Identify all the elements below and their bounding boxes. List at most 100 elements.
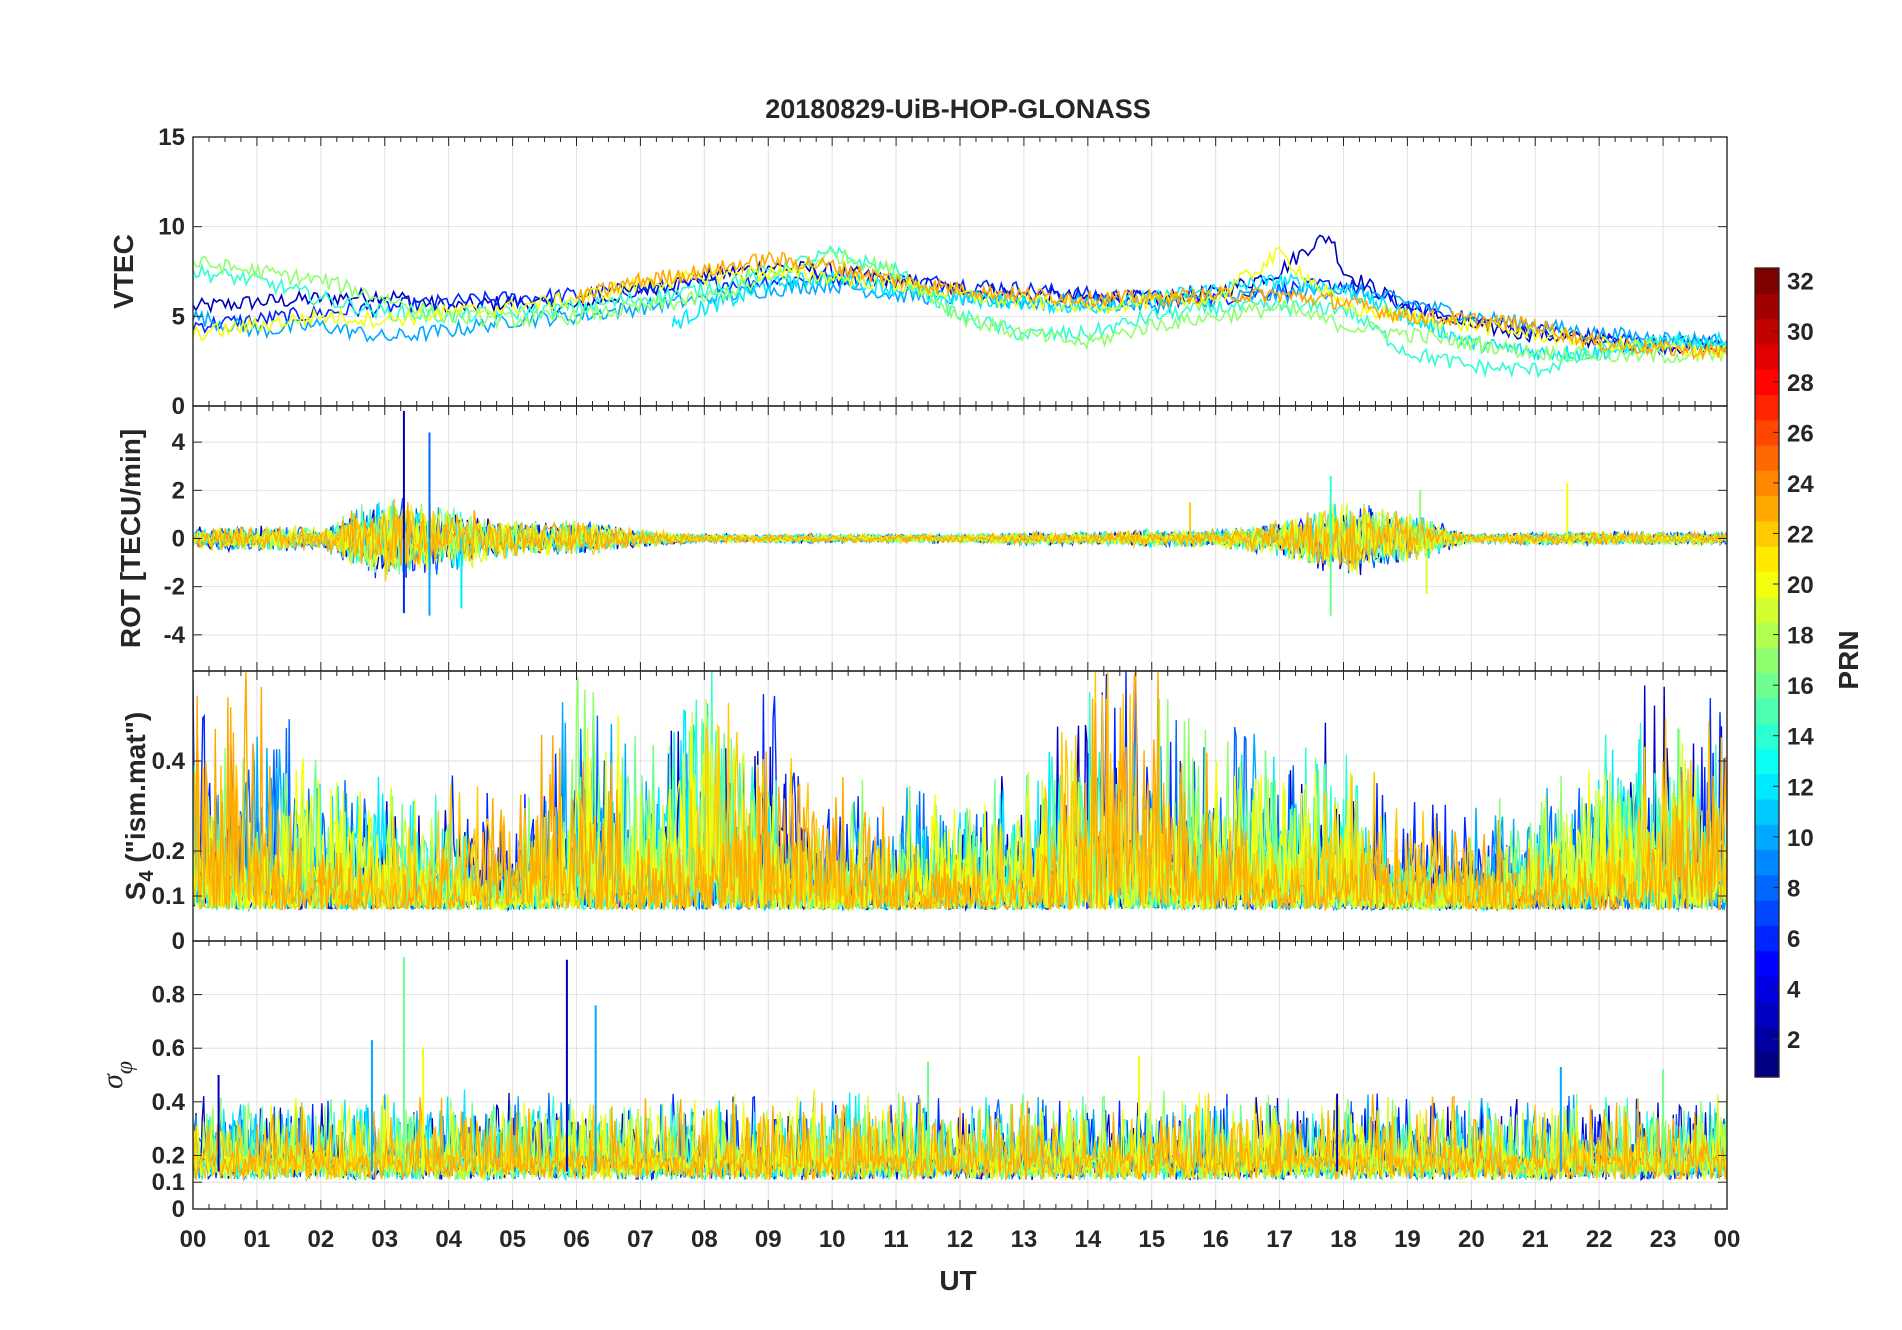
vtec-line-prn-23 [575,250,1727,361]
x-tick-label: 01 [244,1226,271,1253]
colorbar-segment [1755,293,1779,320]
colorbar-tick-label: 18 [1787,623,1814,650]
y-tick-label-s4: 0.2 [152,838,185,865]
colorbar-segment [1755,1051,1779,1078]
x-tick-label: 05 [499,1226,526,1253]
x-tick-label: 17 [1266,1226,1293,1253]
x-tick-label: 19 [1394,1226,1421,1253]
y-axis-label-sigma: σφ [96,1061,138,1089]
plot-area-rot [193,410,1727,616]
y-tick-label-s4: 0.1 [152,883,185,910]
colorbar-segment [1755,798,1779,825]
y-tick-label-sigma: 0.4 [152,1089,186,1116]
x-tick-label: 21 [1522,1226,1549,1253]
x-tick-label: 13 [1011,1226,1038,1253]
colorbar-label: PRN [1833,630,1864,689]
colorbar-segment [1755,546,1779,572]
y-tick-label-s4: 0.4 [152,748,186,775]
colorbar-segment [1755,394,1779,421]
colorbar-segment [1755,849,1779,876]
y-tick-label-sigma: 0.6 [152,1035,185,1062]
y-axis-label-s4: S4 ("ism.mat") [120,712,158,901]
vtec-line-prn-14 [193,245,1727,379]
colorbar-tick-label: 24 [1787,471,1814,498]
y-axis-label-vtec: VTEC [108,234,139,309]
y-tick-label-rot: 4 [172,429,186,456]
colorbar-tick-label: 10 [1787,825,1814,852]
y-axis-label-rot: ROT [TECU/min] [115,429,146,648]
x-tick-label: 08 [691,1226,718,1253]
x-tick-label: 04 [435,1226,462,1253]
y-tick-label-rot: -4 [164,622,186,649]
colorbar-tick-label: 6 [1787,926,1800,953]
y-tick-label-vtec: 10 [158,214,185,241]
x-tick-label: 03 [371,1226,398,1253]
x-tick-label: 11 [883,1226,908,1253]
x-tick-label: 00 [1714,1226,1741,1253]
plot-area-s4 [193,671,1727,913]
colorbar-tick-label: 30 [1787,319,1814,346]
y-tick-label-rot: 0 [172,526,185,553]
colorbar-tick-label: 22 [1787,521,1814,548]
y-tick-label-rot: 2 [172,477,185,504]
y-tick-label-sigma: 0.1 [152,1169,185,1196]
panel-rot: -4 -2 0 2 4 ROT [TECU/min] [115,405,1728,672]
x-tick-label: 02 [307,1226,334,1253]
colorbar-tick-label: 16 [1787,673,1814,700]
y-tick-label-s4: 0 [172,928,185,955]
x-tick-label: 23 [1650,1226,1677,1253]
y-tick-label-rot: -2 [164,574,185,601]
plot-area-sigma [193,957,1727,1183]
panel-vtec: 0 5 10 15 VTEC [108,124,1728,420]
colorbar-segment [1755,748,1779,775]
colorbar-segment [1755,343,1779,370]
colorbar-segment [1755,697,1779,724]
colorbar-tick-label: 32 [1787,269,1814,296]
x-tick-label: 16 [1202,1226,1229,1253]
y-tick-label-sigma: 0.8 [152,982,185,1009]
colorbar-tick-label: 14 [1787,724,1814,751]
colorbar-tick-label: 12 [1787,774,1814,801]
x-tick-label: 15 [1138,1226,1165,1253]
colorbar-segment [1755,647,1779,674]
rot-line-prn-23 [193,498,1727,571]
x-tick-label: 10 [819,1226,846,1253]
x-tick-label: 14 [1074,1226,1101,1253]
x-tick-label: 12 [947,1226,974,1253]
vtec-line-prn-3 [193,234,1727,356]
colorbar-segment [1755,1001,1779,1028]
s4-line-prn-22 [193,671,1727,912]
y-tick-label-vtec: 0 [172,393,185,420]
colorbar-segment [1755,900,1779,926]
colorbar-segment [1755,950,1779,977]
colorbar-tick-label: 2 [1787,1027,1800,1054]
x-tick-label: 07 [627,1226,654,1253]
colorbar-segment [1755,596,1779,623]
x-tick-label: 22 [1586,1226,1613,1253]
colorbar-frame [1754,267,1780,1078]
plot-area-vtec [193,234,1727,379]
y-tick-label-sigma: 0 [172,1196,185,1223]
colorbar-tick-label: 4 [1787,977,1801,1004]
x-tick-label: 06 [563,1226,590,1253]
x-tick-label: 18 [1330,1226,1357,1253]
colorbar-tick-label: 28 [1787,370,1814,397]
x-axis-label: UT [939,1265,976,1296]
s4-line-prn-23 [193,671,1727,912]
colorbar-tick-label: 26 [1787,420,1814,447]
x-tick-label: 20 [1458,1226,1485,1253]
vtec-line-prn-17 [193,248,1727,365]
x-axis: 00 01 02 03 04 05 06 07 08 09 10 11 12 13 14 15 16 17 18 19… [180,1226,1741,1253]
panel-sigma: 00.10.2 0.4 0.6 0.8 σφ [96,940,1728,1223]
chart-title: 20180829-UiB-HOP-GLONASS [765,94,1151,124]
y-tick-label-vtec: 5 [172,303,185,330]
colorbar-tick-label: 20 [1787,572,1814,599]
y-tick-label-sigma: 0.2 [152,1142,185,1169]
y-tick-label-vtec: 15 [158,124,185,151]
colorbar-segment [1755,444,1779,471]
panel-s4: 0 0.1 0.2 0.4S4 ("ism.mat") [120,670,1728,955]
sigma-line-prn-23 [193,1093,1727,1182]
